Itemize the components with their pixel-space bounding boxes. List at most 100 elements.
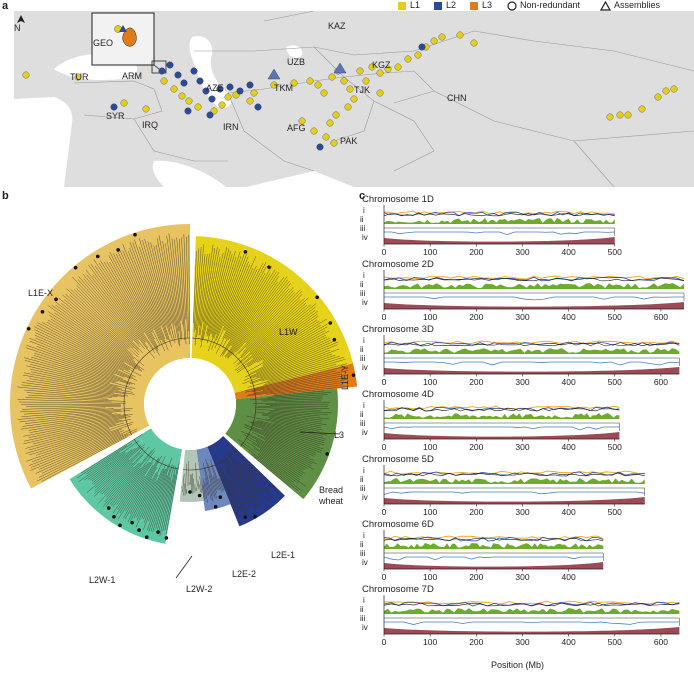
x-tick-label: 200	[469, 442, 483, 452]
clade-label-l2e2: L2E-2	[232, 569, 256, 579]
x-tick-label: 0	[382, 507, 387, 517]
track-iv	[384, 237, 615, 244]
tree-tip-marker	[333, 338, 337, 342]
map-label-tjk: TJK	[354, 85, 370, 95]
x-tick-label: 100	[423, 637, 437, 647]
track-label: ii	[360, 345, 364, 354]
x-tick-label: 300	[515, 377, 529, 387]
x-tick-label: 0	[382, 312, 387, 322]
track-label: iii	[360, 289, 365, 298]
tree-tip-marker	[188, 490, 192, 494]
x-tick-label: 300	[515, 247, 529, 257]
tree-tip-marker	[315, 295, 319, 299]
legend-assemblies: Assemblies	[614, 0, 660, 10]
tree-tip-marker	[165, 536, 169, 540]
x-tick-label: 0	[382, 247, 387, 257]
chromosome-title: Chromosome 5D	[362, 454, 434, 465]
x-tick-label: 500	[608, 312, 622, 322]
x-tick-label: 400	[562, 442, 576, 452]
track-label: i	[363, 596, 365, 605]
track-iv	[384, 432, 619, 439]
track-label: iv	[362, 363, 368, 372]
track-ii	[384, 543, 603, 549]
track-label: iv	[362, 298, 368, 307]
track-iii	[384, 557, 603, 560]
persian-gulf	[153, 161, 226, 187]
x-tick-label: 500	[608, 507, 622, 517]
track-iii	[384, 297, 684, 300]
track-label: iv	[362, 233, 368, 242]
tree-tip-marker	[214, 505, 218, 509]
tree-center	[144, 358, 236, 450]
x-tick-label: 600	[654, 312, 668, 322]
clade-label-l1ex: L1E-X	[28, 288, 53, 298]
x-tick-label: 500	[608, 442, 622, 452]
track-ii	[384, 608, 679, 614]
map-canvas	[14, 11, 694, 187]
arabian-sea	[246, 171, 354, 187]
tree-tip-marker	[325, 452, 329, 456]
legend-l3: L3	[482, 0, 492, 10]
track-label: iii	[360, 419, 365, 428]
x-tick-label: 400	[562, 572, 576, 582]
x-tick-label: 100	[423, 507, 437, 517]
track-label: iii	[360, 549, 365, 558]
tree-tip-marker	[133, 233, 137, 237]
track-label: ii	[360, 215, 364, 224]
clade-label-l2w1: L2W-1	[89, 575, 115, 585]
tree-tip-marker	[244, 250, 248, 254]
track-label: iii	[360, 354, 365, 363]
x-tick-label: 400	[562, 377, 576, 387]
legend-l1: L1	[410, 0, 420, 10]
map-label-tur: TUR	[70, 72, 89, 82]
map-label-aze: AZE	[206, 83, 224, 93]
x-tick-label: 0	[382, 377, 387, 387]
track-label: iv	[362, 428, 368, 437]
tree-tip-marker	[54, 298, 58, 302]
tree-tip-marker	[118, 523, 122, 527]
x-tick-label: 300	[515, 442, 529, 452]
track-iii	[384, 362, 679, 365]
tree-tip-marker	[267, 265, 271, 269]
map-label-arm: ARM	[122, 71, 142, 81]
track-ii	[384, 348, 679, 354]
x-axis-label: Position (Mb)	[491, 660, 544, 670]
track-label: ii	[360, 280, 364, 289]
chromosome-title: Chromosome 1D	[362, 194, 434, 205]
l2w2-pointer	[176, 556, 192, 578]
track-label: i	[363, 336, 365, 345]
track-label: i	[363, 466, 365, 475]
tree-tip-marker	[96, 255, 100, 259]
x-tick-label: 600	[654, 377, 668, 387]
tree-tip-marker	[198, 494, 202, 498]
tree-tip-marker	[112, 515, 116, 519]
phylogenetic-tree	[0, 200, 360, 600]
track-iii	[384, 622, 679, 625]
track-ii	[384, 413, 619, 419]
x-tick-label: 500	[608, 377, 622, 387]
track-label: iv	[362, 558, 368, 567]
track-iv	[384, 302, 684, 309]
legend-swatch-l3	[470, 2, 478, 10]
track-label: i	[363, 401, 365, 410]
chromosome-title: Chromosome 4D	[362, 389, 434, 400]
x-tick-label: 0	[382, 442, 387, 452]
x-tick-label: 100	[423, 572, 437, 582]
track-iv	[384, 497, 645, 504]
x-tick-label: 300	[515, 572, 529, 582]
x-tick-label: 100	[423, 312, 437, 322]
x-tick-label: 400	[562, 507, 576, 517]
x-tick-label: 100	[423, 442, 437, 452]
track-label: ii	[360, 605, 364, 614]
diversity-track-i	[384, 277, 684, 281]
tree-tip-marker	[107, 506, 111, 510]
chromosome-title: Chromosome 2D	[362, 259, 434, 270]
map-label-kaz: KAZ	[328, 21, 346, 31]
track-label: i	[363, 531, 365, 540]
track-ii	[384, 218, 615, 224]
x-tick-label: 100	[423, 247, 437, 257]
x-tick-label: 400	[562, 247, 576, 257]
distribution-map: N KAZ GEO TUR ARM UZB KGZ AZE TKM TJK SY…	[14, 11, 694, 187]
track-label: iii	[360, 224, 365, 233]
triangle-icon	[600, 1, 611, 11]
